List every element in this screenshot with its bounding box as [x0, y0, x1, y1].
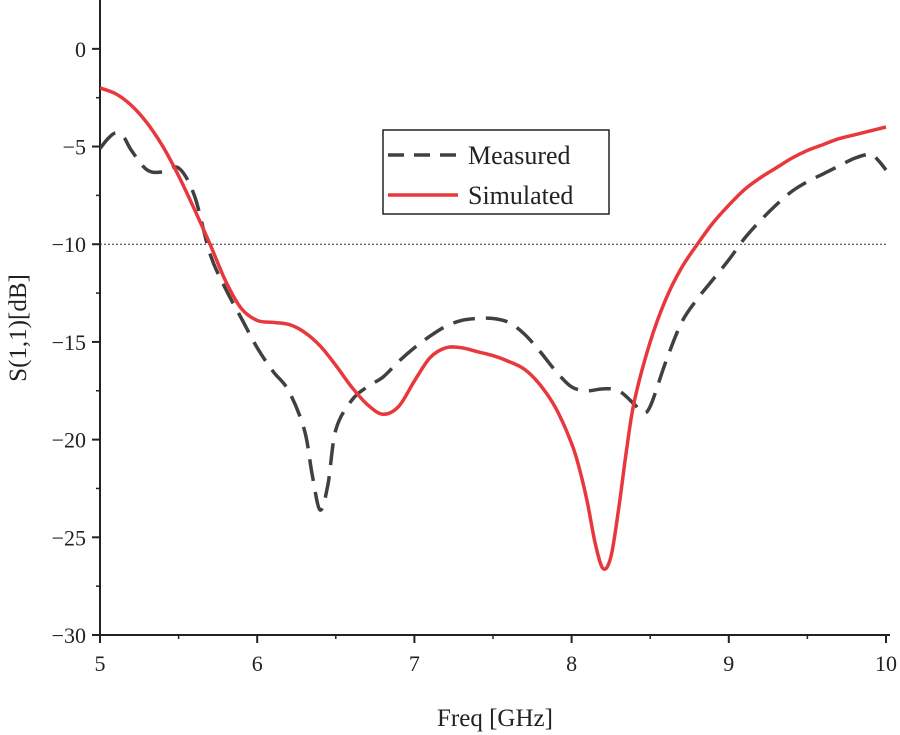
legend-box [382, 129, 610, 215]
x-axis-title: Freq [GHz] [437, 705, 553, 732]
y-axis-title: S(1,1)[dB] [5, 274, 32, 382]
x-tick-label: 10 [875, 651, 897, 676]
x-tick-label: 6 [252, 651, 263, 676]
y-tick-label: −20 [52, 428, 86, 453]
series-group [100, 86, 888, 571]
x-tick-label: 7 [409, 651, 420, 676]
x-tick-label: 8 [566, 651, 577, 676]
x-axis-ticks: 5 6 7 8 9 10 [95, 635, 897, 676]
legend: Measured Simulated [382, 129, 610, 215]
legend-label-measured: Measured [468, 141, 571, 170]
x-tick-label: 9 [723, 651, 734, 676]
x-tick-label: 5 [95, 651, 106, 676]
y-tick-label: 0 [75, 37, 86, 62]
y-tick-label: −5 [63, 135, 86, 160]
legend-label-simulated: Simulated [468, 181, 573, 210]
y-axis-ticks: 0 −5 −10 −15 −20 −25 −30 [52, 37, 100, 648]
series-line-simulated [100, 86, 887, 571]
y-tick-label: −30 [52, 623, 86, 648]
y-tick-label: −10 [52, 232, 86, 257]
y-tick-label: −25 [52, 525, 86, 550]
series-line-measured [100, 131, 888, 512]
y-tick-label: −15 [52, 330, 86, 355]
